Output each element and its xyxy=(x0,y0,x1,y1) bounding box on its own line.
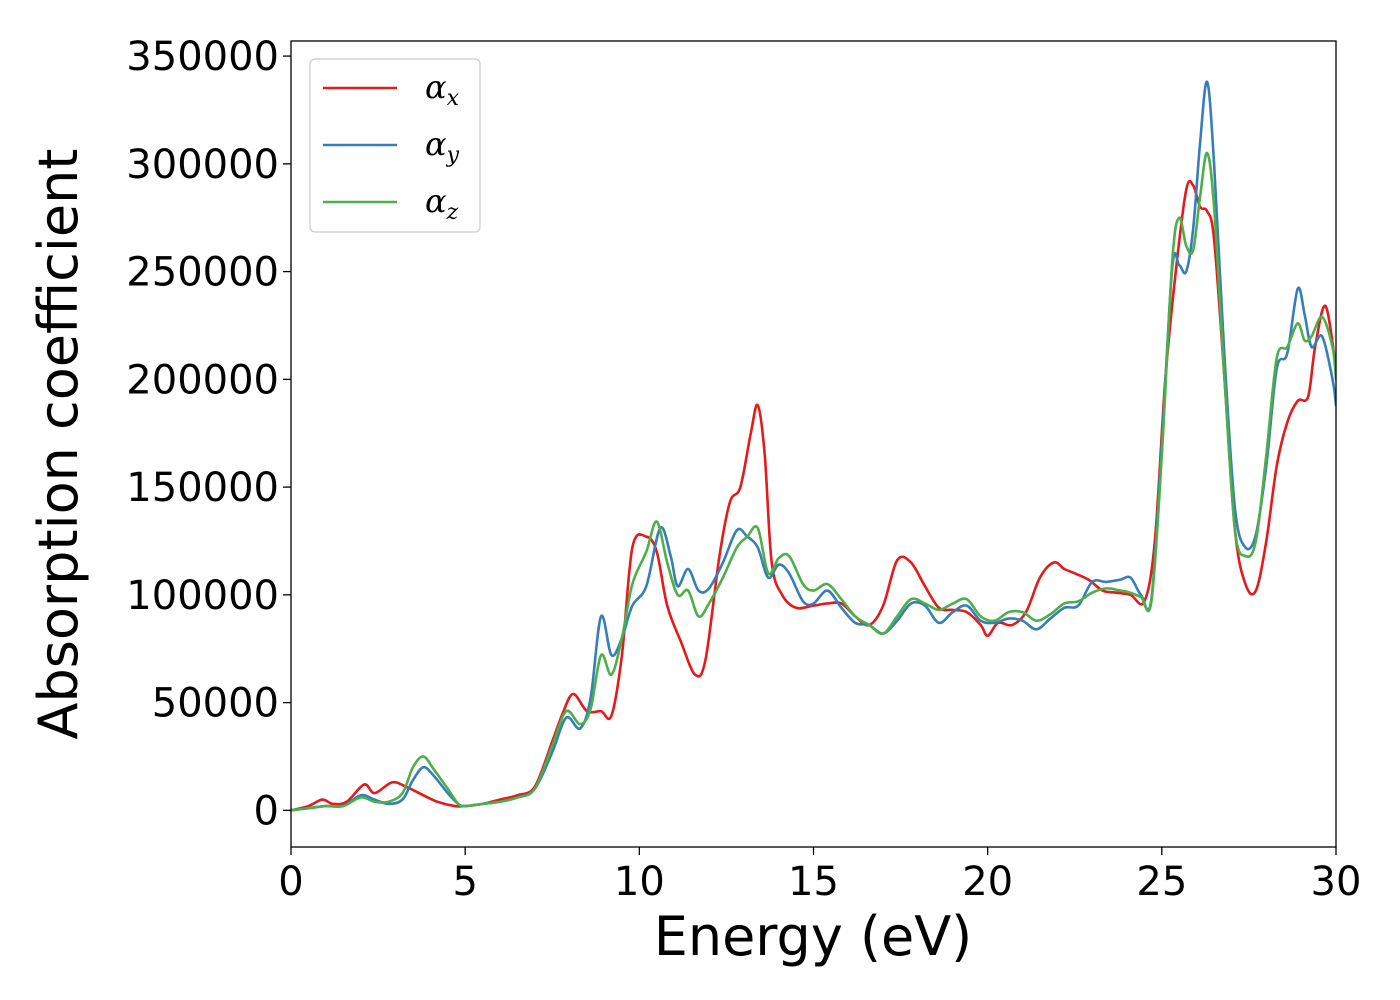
y-axis: 0 50000 100000 150000 200000 250000 300000 3500… xyxy=(126,34,291,834)
x-tick-label: 5 xyxy=(452,859,477,905)
y-tick-label: 100000 xyxy=(126,573,279,619)
y-tick-label: 200000 xyxy=(126,357,279,403)
x-axis-title: Energy (eV) xyxy=(654,905,973,968)
x-tick-label: 20 xyxy=(962,859,1013,905)
y-tick-label: 150000 xyxy=(126,465,279,511)
x-tick-label: 25 xyxy=(1136,859,1187,905)
series-line-z xyxy=(291,151,1336,812)
x-tick-label: 10 xyxy=(614,859,665,905)
y-tick-label: 350000 xyxy=(126,34,279,80)
series-layer xyxy=(291,80,1336,812)
x-axis: 0 5 10 15 20 25 30 xyxy=(278,847,1361,905)
y-tick-label: 0 xyxy=(254,788,279,834)
y-axis-title: Absorption coefficient xyxy=(27,149,90,740)
y-tick-label: 250000 xyxy=(126,250,279,296)
legend: αx αy αz xyxy=(309,58,481,233)
legend-label-y: αy xyxy=(425,125,460,168)
legend-label-x: αx xyxy=(425,68,460,111)
y-tick-label: 50000 xyxy=(152,681,279,727)
x-tick-label: 15 xyxy=(788,859,839,905)
x-tick-label: 0 xyxy=(278,859,303,905)
legend-label-z: αz xyxy=(425,182,459,225)
y-tick-label: 300000 xyxy=(126,142,279,188)
x-tick-label: 30 xyxy=(1311,859,1362,905)
